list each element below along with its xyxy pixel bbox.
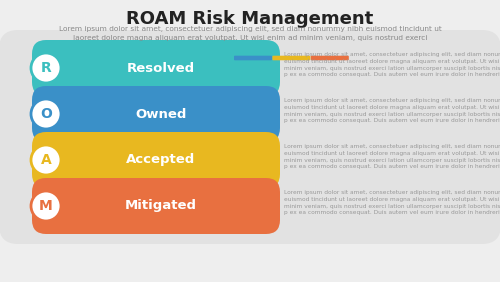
FancyBboxPatch shape bbox=[0, 168, 500, 244]
Text: M: M bbox=[39, 199, 53, 213]
FancyBboxPatch shape bbox=[109, 56, 234, 60]
FancyBboxPatch shape bbox=[311, 56, 349, 60]
FancyBboxPatch shape bbox=[234, 56, 272, 60]
FancyBboxPatch shape bbox=[32, 178, 280, 234]
Circle shape bbox=[31, 99, 61, 129]
Text: O: O bbox=[40, 107, 52, 121]
Circle shape bbox=[31, 53, 61, 83]
Circle shape bbox=[31, 191, 61, 221]
FancyBboxPatch shape bbox=[32, 132, 280, 188]
FancyBboxPatch shape bbox=[272, 56, 310, 60]
Text: Lorem ipsum dolor sit amet, consectetuer adipiscing elit, sed diam nonummy nibh
: Lorem ipsum dolor sit amet, consectetuer… bbox=[284, 144, 500, 169]
Text: Lorem ipsum dolor sit amet, consectetuer adipiscing elit, sed diam nonummy nibh
: Lorem ipsum dolor sit amet, consectetuer… bbox=[284, 190, 500, 215]
FancyBboxPatch shape bbox=[32, 40, 280, 96]
Text: Lorem ipsum dolor sit amet, consectetuer adipiscing elit, sed diam nonummy nibh
: Lorem ipsum dolor sit amet, consectetuer… bbox=[284, 52, 500, 77]
FancyBboxPatch shape bbox=[0, 30, 500, 106]
Text: A: A bbox=[40, 153, 52, 167]
Text: R: R bbox=[40, 61, 52, 75]
Text: Owned: Owned bbox=[136, 107, 186, 120]
FancyBboxPatch shape bbox=[0, 122, 500, 198]
Circle shape bbox=[31, 145, 61, 175]
FancyBboxPatch shape bbox=[0, 76, 500, 152]
Text: Accepted: Accepted bbox=[126, 153, 196, 166]
Text: ROAM Risk Management: ROAM Risk Management bbox=[126, 10, 374, 28]
Text: Lorem ipsum dolor sit amet, consectetuer adipiscing elit, sed diam nonummy nibh : Lorem ipsum dolor sit amet, consectetuer… bbox=[58, 26, 442, 41]
Text: Mitigated: Mitigated bbox=[125, 199, 197, 213]
FancyBboxPatch shape bbox=[32, 86, 280, 142]
Text: Resolved: Resolved bbox=[127, 61, 195, 74]
Text: Lorem ipsum dolor sit amet, consectetuer adipiscing elit, sed diam nonummy nibh
: Lorem ipsum dolor sit amet, consectetuer… bbox=[284, 98, 500, 124]
